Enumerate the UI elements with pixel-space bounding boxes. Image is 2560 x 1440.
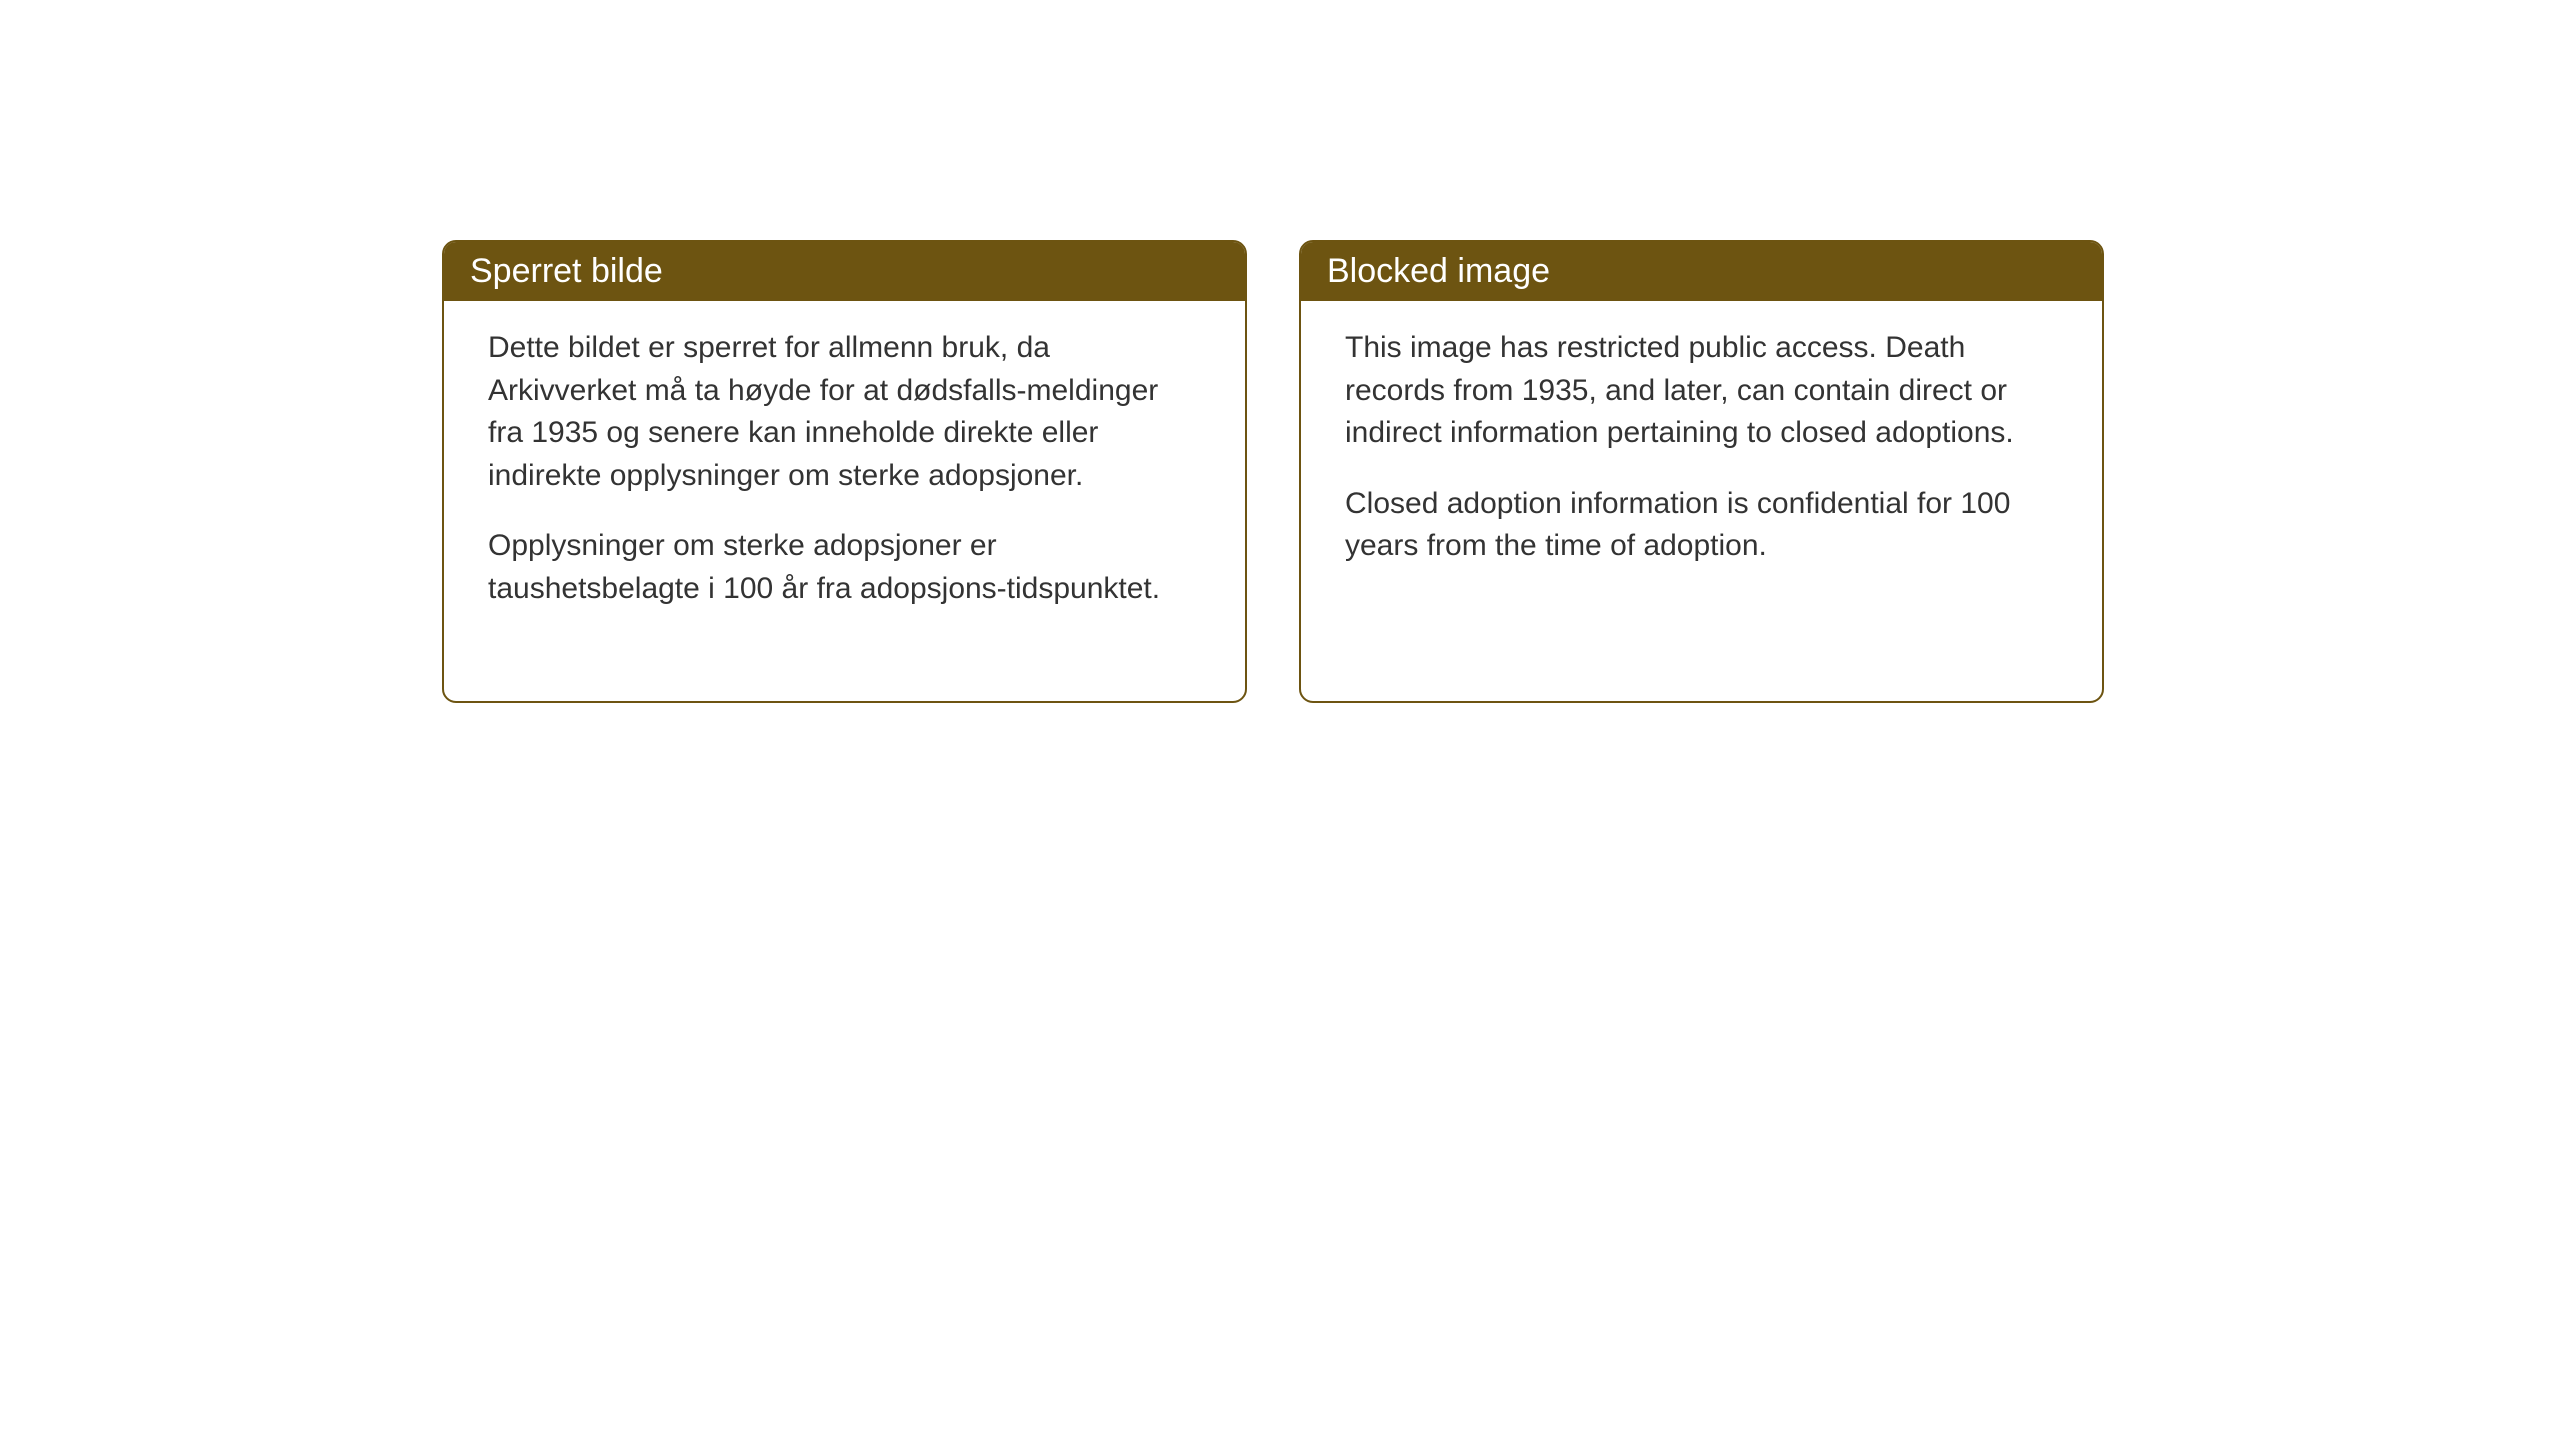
notice-paragraph-1-english: This image has restricted public access.… <box>1345 327 2058 455</box>
notice-body-norwegian: Dette bildet er sperret for allmenn bruk… <box>444 301 1245 643</box>
notice-body-english: This image has restricted public access.… <box>1301 301 2102 701</box>
notice-paragraph-2-norwegian: Opplysninger om sterke adopsjoner er tau… <box>488 525 1201 610</box>
notice-box-norwegian: Sperret bilde Dette bildet er sperret fo… <box>442 240 1247 703</box>
notice-box-english: Blocked image This image has restricted … <box>1299 240 2104 703</box>
notice-paragraph-1-norwegian: Dette bildet er sperret for allmenn bruk… <box>488 327 1201 497</box>
notice-title-english: Blocked image <box>1327 252 1550 290</box>
notice-header-english: Blocked image <box>1301 242 2102 301</box>
notice-title-norwegian: Sperret bilde <box>470 252 663 290</box>
notice-header-norwegian: Sperret bilde <box>444 242 1245 301</box>
notice-container: Sperret bilde Dette bildet er sperret fo… <box>0 0 2560 703</box>
notice-paragraph-2-english: Closed adoption information is confident… <box>1345 483 2058 568</box>
